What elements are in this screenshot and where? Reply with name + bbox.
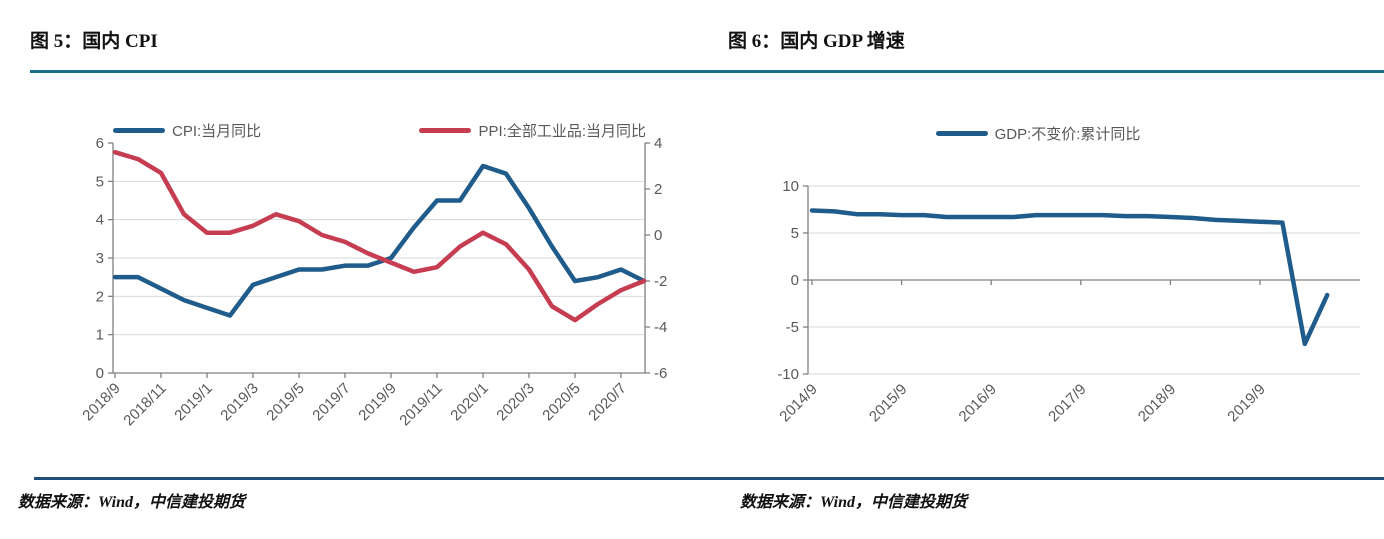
figure-cpi-ppi: 图 5：国内 CPI CPI:当月同比 PPI:全部工业品:当月同比 0 1 2 3 4 5… <box>18 31 667 511</box>
legend-label: CPI:当月同比 <box>172 123 262 140</box>
y-tick-label-left: -10 <box>777 366 799 383</box>
x-tick-label: 2014/9 <box>776 381 820 425</box>
x-tick-label: 2016/9 <box>956 381 1000 425</box>
y-tick-label-left: 0 <box>791 272 799 289</box>
legend-swatch <box>419 128 472 133</box>
series-line-CPI:当月同比 <box>112 163 647 318</box>
source-divider-rule <box>34 477 1384 480</box>
series-line-GDP:不变价:累计同比 <box>809 208 1330 347</box>
x-tick-label: 2019/3 <box>217 380 261 424</box>
y-tick-label-right: -6 <box>654 365 667 382</box>
data-source-note: 数据来源：Wind，中信建投期货 <box>740 494 967 511</box>
legend-item: PPI:全部工业品:当月同比 <box>419 120 646 141</box>
legend-item: GDP:不变价:累计同比 <box>935 123 1141 144</box>
x-tick-label: 2019/7 <box>309 380 353 424</box>
x-tick-label: 2019/1 <box>171 380 215 424</box>
y-tick-label-left: 0 <box>96 365 104 382</box>
gdp-line-chart: -10 -5 0 5 10 2014/9 2015/9 2016/9 2017/9 2018/9 2… <box>776 178 1360 425</box>
x-tick-label: 2015/9 <box>866 381 910 425</box>
title-underline-rule <box>30 70 1384 73</box>
legend-swatch <box>113 128 165 133</box>
chart-legend: CPI:当月同比 PPI:全部工业品:当月同比 <box>113 120 646 141</box>
x-tick-label: 2020/5 <box>539 380 583 424</box>
y-tick-label-right: -2 <box>654 273 667 290</box>
y-tick-label-right: 0 <box>654 227 662 244</box>
x-tick-label: 2020/7 <box>585 380 629 424</box>
x-tick-label: 2019/5 <box>263 380 307 424</box>
chart-legend: GDP:不变价:累计同比 <box>718 123 1358 144</box>
y-tick-label-right: -4 <box>654 319 667 336</box>
y-tick-label-left: 3 <box>96 250 104 267</box>
x-tick-label: 2018/9 <box>79 380 123 424</box>
x-tick-label: 2017/9 <box>1045 381 1089 425</box>
legend-label: GDP:不变价:累计同比 <box>994 126 1141 143</box>
x-tick-label: 2019/11 <box>396 380 446 430</box>
legend-label: PPI:全部工业品:当月同比 <box>478 123 646 140</box>
y-tick-label-left: 5 <box>791 225 799 242</box>
x-tick-label: 2019/9 <box>355 380 399 424</box>
y-tick-label-left: 4 <box>96 212 104 229</box>
legend-item: CPI:当月同比 <box>113 120 261 141</box>
x-tick-label: 2019/9 <box>1224 381 1268 425</box>
y-tick-label-left: 5 <box>96 173 104 190</box>
figure-gdp: 图 6：国内 GDP 增速 GDP:不变价:累计同比 -10 -5 0 5 10 2014… <box>692 0 1384 539</box>
figure-title: 图 6：国内 GDP 增速 <box>728 31 905 52</box>
data-source-note: 数据来源：Wind，中信建投期货 <box>18 494 245 511</box>
y-tick-label-left: 2 <box>96 288 104 305</box>
x-tick-label: 2018/9 <box>1135 381 1179 425</box>
y-tick-label-right: 2 <box>654 181 662 198</box>
y-tick-label-left: 6 <box>96 135 104 152</box>
y-tick-label-right: 4 <box>654 135 662 152</box>
x-tick-label: 2020/1 <box>447 380 491 424</box>
series-line-PPI:全部工业品:当月同比 <box>112 149 647 323</box>
x-tick-label: 2020/3 <box>493 380 537 424</box>
y-tick-label-left: -5 <box>786 319 799 336</box>
legend-swatch <box>935 131 988 136</box>
x-tick-label: 2018/11 <box>120 380 170 430</box>
figure-title: 图 5：国内 CPI <box>30 31 158 52</box>
y-tick-label-left: 10 <box>782 178 799 195</box>
y-tick-label-left: 1 <box>96 327 104 344</box>
